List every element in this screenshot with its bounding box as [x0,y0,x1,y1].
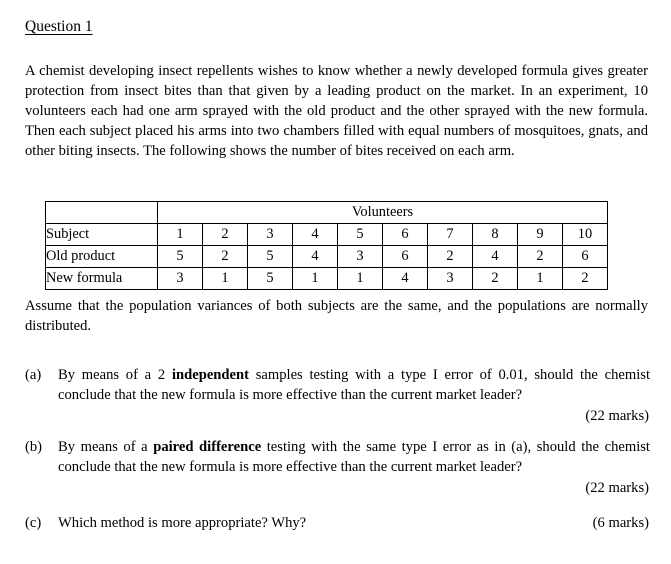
table-header-subject: Subject [45,223,158,246]
cell-new-10: 2 [562,267,608,290]
assumption-paragraph: Assume that the population variances of … [25,298,648,335]
table-header-subject-9: 9 [517,223,563,246]
table-row-label-new-formula: New formula [45,267,158,290]
cell-old-9: 2 [517,245,563,268]
cell-old-7: 2 [427,245,473,268]
cell-new-5: 1 [337,267,383,290]
question-text-a-after: samples testing with a type I error of 0… [58,367,650,404]
table-header-subject-10: 10 [562,223,608,246]
question-text-b-before: By means of a [58,439,154,455]
cell-new-2: 1 [202,267,248,290]
cell-new-3: 5 [247,267,293,290]
cell-old-6: 6 [382,245,428,268]
question-emphasis-b: paired difference [153,439,262,455]
table-row-new-formula: New formula 3 1 5 1 1 4 3 2 1 2 [45,267,608,290]
question-body-c: Which method is more appropriate? Why? [58,513,650,533]
cell-old-2: 2 [202,245,248,268]
table-header-subject-6: 6 [382,223,428,246]
question-body-b: By means of a paired difference testing … [58,437,650,498]
intro-paragraph: A chemist developing insect repellents w… [25,63,648,160]
cell-old-10: 6 [562,245,608,268]
table-header-subject-3: 3 [247,223,293,246]
table-corner-blank-cell [45,201,158,224]
cell-old-1: 5 [157,245,203,268]
question-text-a-before: By means of a 2 [58,367,172,383]
table-row-group-header: Volunteers [45,201,608,224]
table-header-subject-4: 4 [292,223,338,246]
marks-c: (6 marks) [592,515,649,531]
question-marker-b: (b) [25,439,43,455]
question-part-a: (a) By means of a 2 independent samples … [25,365,650,426]
table-header-subject-7: 7 [427,223,473,246]
table-header-volunteers: Volunteers [157,201,608,224]
marks-a: (22 marks) [585,407,649,424]
cell-old-3: 5 [247,245,293,268]
cell-old-4: 4 [292,245,338,268]
question-emphasis-a: independent [171,367,249,383]
cell-new-4: 1 [292,267,338,290]
cell-new-7: 3 [427,267,473,290]
cell-new-9: 1 [517,267,563,290]
cell-new-6: 4 [382,267,428,290]
question-text-c: Which method is more appropriate? Why? [58,515,307,531]
cell-new-1: 3 [157,267,203,290]
table-header-subject-2: 2 [202,223,248,246]
page-title: Question 1 [25,18,93,35]
cell-old-5: 3 [337,245,383,268]
cell-new-8: 2 [472,267,518,290]
question-marker-a: (a) [25,367,42,383]
bites-data-table: Volunteers Subject 1 2 3 4 5 6 7 8 9 10 … [45,201,608,290]
question-text-b-after: testing with the same type I error as in… [58,439,650,476]
question-part-c: (c) Which method is more appropriate? Wh… [25,513,650,533]
marks-b: (22 marks) [585,479,649,496]
table-header-subject-5: 5 [337,223,383,246]
table-row-old-product: Old product 5 2 5 4 3 6 2 4 2 6 [45,245,608,268]
question-marker-c: (c) [25,515,42,531]
cell-old-8: 4 [472,245,518,268]
question-body-a: By means of a 2 independent samples test… [58,365,650,426]
table-header-subject-8: 8 [472,223,518,246]
bites-data-table-wrapper: Volunteers Subject 1 2 3 4 5 6 7 8 9 10 … [45,201,608,290]
question-part-b: (b) By means of a paired difference test… [25,437,650,498]
table-row-label-old-product: Old product [45,245,158,268]
table-header-subject-1: 1 [157,223,203,246]
table-row-subject-numbers: Subject 1 2 3 4 5 6 7 8 9 10 [45,223,608,246]
